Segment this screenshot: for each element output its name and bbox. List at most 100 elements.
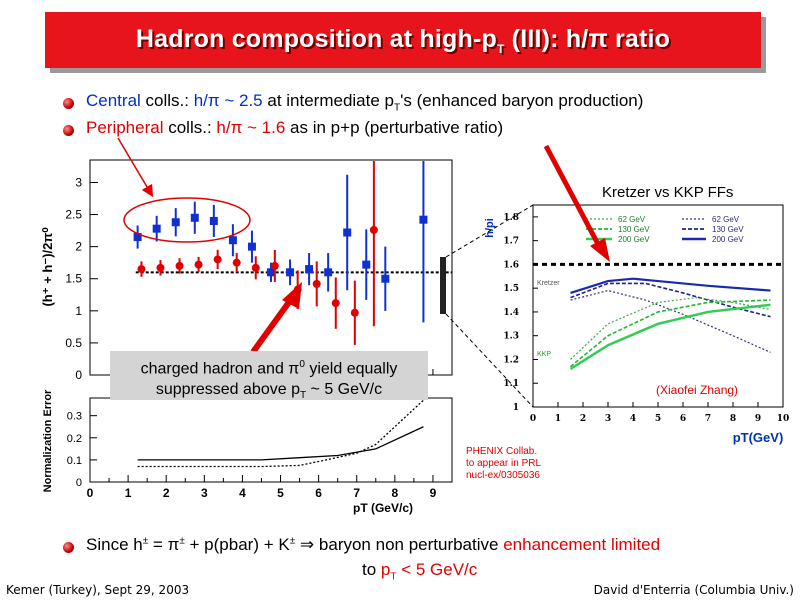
data-point [209, 216, 218, 225]
text: to [362, 560, 381, 579]
slide-title: Hadron composition at high-pT (III): h/π… [45, 12, 761, 68]
data-point [305, 265, 314, 274]
x-tick-label: 8 [730, 414, 736, 424]
theory-plot: 1 1.1 1.2 1.3 1.4 1.5 1.6 1.7 1.8 0 1 2 3 4 5 6 7 8 9 10 h/p… [484, 204, 789, 445]
data-point [350, 308, 359, 317]
y-tick-label: 1.7 [503, 237, 519, 247]
superscript: ± [179, 535, 185, 547]
x-axis-label: pT (GeV/c) [353, 501, 413, 515]
data-point [362, 260, 371, 269]
legend-label: 200 GeV [618, 235, 650, 244]
y-tick-label: 0.2 [67, 433, 82, 445]
theory-arrow-shaft [543, 144, 602, 248]
pt-text: p [380, 560, 391, 579]
x-tick-label: 7 [705, 414, 711, 424]
y-tick-label: 1.3 [503, 332, 519, 342]
x-tick-label: 6 [680, 414, 686, 424]
text: + p(pbar) + K [184, 535, 290, 554]
y-tick-label: 1.8 [503, 213, 519, 223]
x-tick-label: 3 [605, 414, 611, 424]
y-tick-label: 0 [75, 368, 82, 382]
y-tick-label: 0.3 [67, 411, 82, 423]
data-point [190, 213, 199, 222]
central-ellipse [123, 197, 251, 243]
data-point [171, 218, 180, 227]
phenix-note: PHENIX Collab. to appear in PRL nucl-ex/… [466, 446, 541, 482]
x-tick-label: 3 [201, 486, 208, 500]
x-tick-label: 8 [391, 486, 398, 500]
central-arrow [117, 137, 154, 198]
y-axis-label: h/pi [484, 218, 496, 238]
y-tick-label: 2.5 [65, 208, 82, 222]
data-point [175, 261, 184, 270]
y-tick-label: 1.2 [503, 355, 519, 365]
kretzer-200-curve [570, 277, 771, 294]
bullet-peripheral: Peripheral colls.: h/π ~ 1.6 as in p+p (… [86, 118, 503, 138]
plot-frame [532, 204, 784, 408]
data-point [247, 242, 256, 251]
x-tick-label: 5 [655, 414, 661, 424]
y-tick-label: 2 [75, 240, 82, 254]
data-point [133, 233, 142, 242]
y-tick-label: 1 [75, 304, 82, 318]
kkp-200-curve [569, 303, 771, 371]
x-tick-label: 7 [353, 486, 360, 500]
data-point [324, 268, 333, 277]
y-tick-label: 1.4 [503, 308, 519, 318]
legend-label: 200 GeV [712, 235, 744, 244]
normalization-bar [440, 257, 446, 314]
curve-label-kretzer: Kretzer [537, 280, 560, 287]
x-tick-label: 6 [315, 486, 322, 500]
callout-line2: suppressed above pT ~ 5 GeV/c [110, 379, 428, 406]
text: ~ 5 GeV/c [306, 381, 383, 399]
text: 's (enhanced baryon production) [400, 91, 644, 110]
data-point [194, 260, 203, 269]
annotations [117, 137, 610, 408]
x-tick-label: 2 [163, 486, 170, 500]
legend-label: 130 GeV [712, 225, 744, 234]
solid-curve [137, 426, 424, 461]
text: baryon non perturbative [318, 535, 504, 554]
peripheral-arrow-head [282, 282, 302, 309]
peripheral-label: Peripheral [86, 118, 164, 137]
text: yield equally [304, 360, 398, 378]
bullet-since-line2: to pT < 5 GeV/c [362, 560, 477, 582]
implies-icon: ⇒ [295, 535, 319, 554]
footer-right: David d'Enterria (Columbia Univ.) [593, 583, 794, 597]
kkp-62-curve [570, 297, 771, 360]
data-point [228, 236, 237, 245]
kretzer-label: Kretzer vs KKP FFs [602, 184, 734, 201]
x-tick-label: 0 [87, 486, 94, 500]
text: colls.: [140, 91, 194, 110]
data-point [381, 274, 390, 283]
pt-limit-text: < 5 GeV/c [396, 560, 478, 579]
y-tick-label: 0.5 [65, 336, 82, 350]
central-label: Central [86, 91, 141, 110]
enhancement-text: enhancement limited [503, 535, 661, 554]
data-point [251, 263, 260, 272]
kretzer-62-curve [570, 289, 771, 353]
text: Since h [86, 535, 143, 554]
data-point [270, 261, 279, 270]
bullet-since: Since h± = π± + p(pbar) + K± ⇒ baryon no… [86, 535, 660, 555]
y-tick-label: 1.6 [503, 260, 519, 270]
bullet-icon [63, 542, 74, 553]
legend-label: 62 GeV [712, 215, 740, 224]
callout-line1: charged hadron and π0 yield equally [110, 354, 428, 379]
connector-line [445, 313, 534, 408]
data-point [286, 268, 295, 277]
ratio-plot: 0 0.5 1 1.5 2 2.5 3 (h⁺ + h⁻)/2π⁰ [40, 159, 453, 382]
phenix-line: to appear in PRL [466, 458, 542, 469]
text: = π [148, 535, 180, 554]
normalization-plot: 0 0.1 0.2 0.3 0 1 2 3 4 5 6 7 8 9 Normalization Error p… [42, 389, 453, 515]
y-axis-label: (h⁺ + h⁻)/2π⁰ [40, 227, 55, 307]
y-tick-label: 1.5 [65, 272, 82, 286]
data-point [156, 263, 165, 272]
x-tick-label: 9 [755, 414, 761, 424]
superscript: 0 [299, 359, 305, 370]
text: as in p+p (perturbative ratio) [285, 118, 504, 137]
data-point [137, 265, 146, 274]
y-tick-label: 1.5 [503, 284, 519, 294]
legend-label: 130 GeV [618, 225, 650, 234]
x-tick-label: 0 [530, 414, 536, 424]
